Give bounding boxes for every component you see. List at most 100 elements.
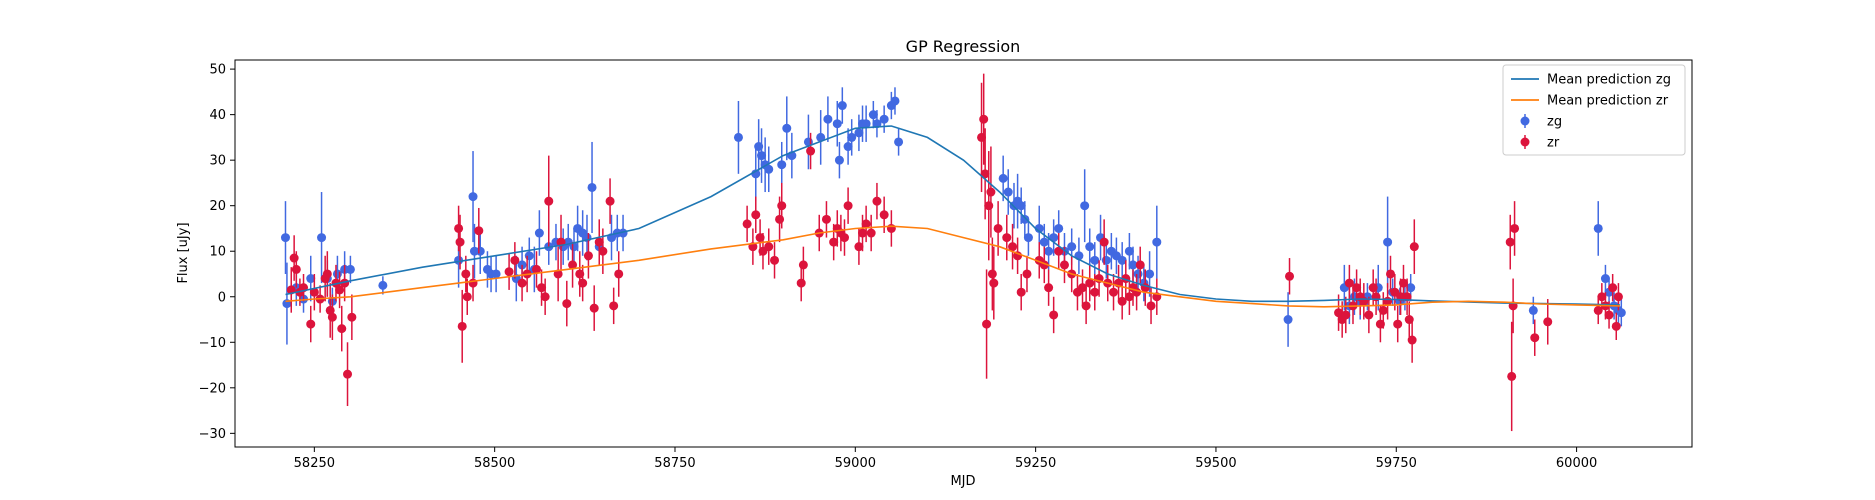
point-zr — [1530, 333, 1540, 343]
point-zr — [872, 196, 882, 206]
point-zr — [322, 269, 332, 279]
point-zg — [847, 132, 857, 142]
y-tick-label: 50 — [209, 63, 226, 78]
point-zr — [1505, 237, 1515, 247]
point-zr — [982, 319, 992, 329]
y-tick-label: −30 — [199, 427, 226, 442]
point-zr — [562, 299, 572, 309]
point-zr — [839, 233, 849, 243]
point-zr — [1146, 301, 1156, 311]
point-zr — [1378, 305, 1388, 315]
point-zg — [587, 182, 597, 192]
point-zr — [1090, 287, 1100, 297]
point-zr — [474, 226, 484, 236]
point-zg — [782, 123, 792, 133]
point-zr — [886, 223, 896, 233]
point-zg — [534, 228, 544, 238]
y-tick-label: 40 — [209, 108, 226, 123]
point-zr — [1022, 269, 1032, 279]
point-zr — [309, 287, 319, 297]
point-zg — [1528, 305, 1538, 315]
point-zr — [468, 278, 478, 288]
point-zr — [1611, 321, 1621, 331]
point-zr — [993, 223, 1003, 233]
y-tick-label: −10 — [199, 336, 226, 351]
x-tick-label: 58750 — [654, 456, 695, 471]
point-zg — [823, 114, 833, 124]
point-zr — [605, 196, 615, 206]
point-zg — [317, 233, 327, 243]
point-zr — [987, 269, 997, 279]
point-zr — [1054, 246, 1064, 256]
point-zr — [1608, 283, 1618, 293]
point-zr — [454, 223, 464, 233]
x-axis-label: MJD — [950, 474, 975, 489]
point-zr — [335, 285, 345, 295]
point-zg — [1044, 246, 1054, 256]
point-zr — [1359, 296, 1369, 306]
point-zg — [1020, 214, 1030, 224]
point-zg — [1593, 223, 1603, 233]
point-zr — [821, 214, 831, 224]
point-zr — [462, 292, 472, 302]
point-zg — [1016, 201, 1026, 211]
y-tick-label: 10 — [209, 245, 226, 260]
point-zg — [733, 132, 743, 142]
point-zg — [475, 246, 485, 256]
point-zr — [578, 278, 588, 288]
point-zr — [1352, 283, 1362, 293]
chart-title: GP Regression — [906, 37, 1021, 56]
point-zr — [289, 253, 299, 263]
axis-ticks: 58250 58500 58750 59000 59250 59500 59750 60000… — [199, 63, 1598, 471]
point-zg — [1152, 237, 1162, 247]
point-zr — [843, 201, 853, 211]
point-zg — [345, 264, 355, 274]
point-zr — [1398, 278, 1408, 288]
point-zr — [751, 210, 761, 220]
point-zr — [764, 242, 774, 252]
point-zr — [553, 269, 563, 279]
point-zg — [1034, 223, 1044, 233]
point-zr — [986, 187, 996, 197]
point-zr — [770, 255, 780, 265]
point-zr — [829, 237, 839, 247]
point-zr — [1049, 310, 1059, 320]
point-zr — [1285, 271, 1295, 281]
point-zg — [837, 101, 847, 111]
point-zr — [589, 303, 599, 313]
point-zg — [1080, 201, 1090, 211]
point-zg — [894, 137, 904, 147]
point-zr — [1085, 278, 1095, 288]
point-zg — [834, 155, 844, 165]
point-zr — [1597, 292, 1607, 302]
legend-label-zg: Mean prediction zg — [1547, 73, 1671, 88]
legend: Mean prediction zg Mean prediction zr zg zr — [1502, 64, 1686, 156]
point-zr — [614, 269, 624, 279]
point-zr — [1543, 317, 1553, 327]
point-zr — [327, 312, 337, 322]
point-zr — [531, 264, 541, 274]
x-tick-label: 59750 — [1376, 456, 1417, 471]
point-zr — [866, 228, 876, 238]
point-zr — [1402, 292, 1412, 302]
point-zg — [764, 164, 774, 174]
point-zg — [1283, 315, 1293, 325]
point-zg — [1039, 237, 1049, 247]
point-zr — [337, 324, 347, 334]
point-zr — [1593, 305, 1603, 315]
point-zg — [468, 192, 478, 202]
point-zr — [1344, 278, 1354, 288]
x-tick-label: 58250 — [294, 456, 335, 471]
point-zg — [280, 233, 290, 243]
point-zg — [1003, 187, 1013, 197]
legend-swatch-point-zr — [1520, 137, 1530, 147]
point-zr — [984, 201, 994, 211]
point-zg — [777, 160, 787, 170]
point-zg — [1406, 283, 1416, 293]
point-zr — [347, 312, 357, 322]
point-zr — [609, 301, 619, 311]
point-zr — [775, 214, 785, 224]
x-tick-label: 59500 — [1195, 456, 1236, 471]
legend-label-zg: zg — [1547, 115, 1562, 130]
